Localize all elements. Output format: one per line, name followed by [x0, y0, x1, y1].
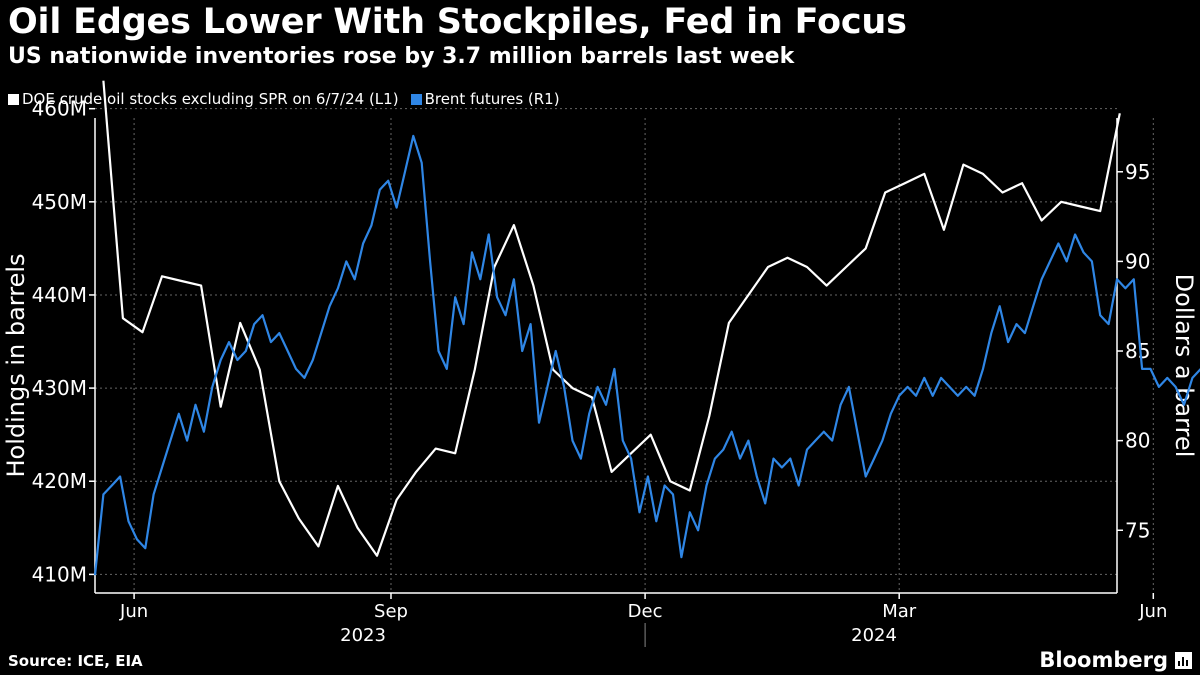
- left-tick-label: 440M: [32, 283, 87, 307]
- legend-label-brent: Brent futures (R1): [424, 90, 560, 108]
- right-axis-title: Dollars a barrel: [1170, 274, 1198, 458]
- legend: DOE crude oil stocks excluding SPR on 6/…: [8, 90, 572, 108]
- right-tick-label: 90: [1125, 249, 1150, 273]
- year-label: 2024: [851, 625, 897, 646]
- left-axis-title: Holdings in barrels: [2, 253, 30, 477]
- source-note: Source: ICE, EIA: [8, 652, 143, 670]
- legend-swatch-white: [8, 93, 19, 105]
- left-tick-label: 430M: [32, 376, 87, 400]
- bloomberg-chart-icon: [1175, 651, 1192, 669]
- x-tick-label: Mar: [882, 601, 917, 622]
- left-tick-label: 410M: [32, 562, 87, 586]
- x-tick-label: Sep: [374, 601, 408, 622]
- left-tick-label: 420M: [32, 469, 87, 493]
- year-label: 2023: [340, 625, 386, 646]
- x-tick-label: Jun: [119, 601, 148, 622]
- left-tick-label: 460M: [32, 97, 87, 121]
- legend-swatch-blue: [410, 93, 422, 105]
- x-tick-label: Jun: [1138, 601, 1167, 622]
- x-tick-label: Dec: [628, 601, 663, 622]
- legend-item-crude-stocks: DOE crude oil stocks excluding SPR on 6/…: [8, 90, 399, 108]
- bloomberg-logo: Bloomberg: [1039, 648, 1192, 672]
- chart-subtitle: US nationwide inventories rose by 3.7 mi…: [8, 44, 795, 69]
- right-tick-label: 95: [1125, 160, 1150, 184]
- left-tick-label: 450M: [32, 190, 87, 214]
- right-tick-label: 80: [1125, 429, 1150, 453]
- series-line-brent: [93, 134, 1200, 576]
- brand-name: Bloomberg: [1039, 648, 1168, 672]
- right-tick-label: 75: [1125, 518, 1150, 542]
- series-line-crude-stocks: [102, 80, 1121, 557]
- legend-label-crude-stocks: DOE crude oil stocks excluding SPR on 6/…: [22, 90, 399, 108]
- right-tick-label: 85: [1125, 339, 1150, 363]
- chart-title: Oil Edges Lower With Stockpiles, Fed in …: [8, 2, 907, 42]
- legend-item-brent: Brent futures (R1): [410, 90, 560, 108]
